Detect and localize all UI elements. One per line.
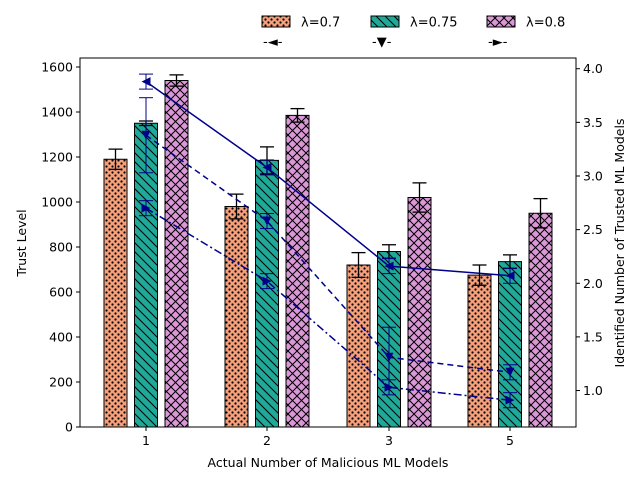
series-line bbox=[145, 207, 511, 401]
y2-tick-label: 1.5 bbox=[583, 329, 603, 344]
line-marker bbox=[262, 162, 272, 172]
line-marker bbox=[141, 77, 151, 87]
legend: λ=0.7 λ=0.75 λ=0.8 -◄- -▼- -►- bbox=[261, 15, 565, 50]
bar-hatch bbox=[255, 159, 279, 428]
y2-tick-label: 3.0 bbox=[583, 168, 603, 183]
legend-swatch-hatch bbox=[261, 15, 291, 28]
x-tick-label: 3 bbox=[385, 433, 393, 448]
legend-label: λ=0.75 bbox=[410, 16, 458, 31]
y-tick-label: 1400 bbox=[41, 105, 73, 120]
line-marker bbox=[141, 130, 151, 140]
line-marker bbox=[384, 261, 394, 271]
y-tick-label: 1000 bbox=[41, 195, 73, 210]
bar-hatch bbox=[407, 197, 432, 428]
y-tick-label: 600 bbox=[49, 285, 73, 300]
y-tick-label: 1600 bbox=[41, 60, 73, 75]
bar-hatch bbox=[467, 274, 492, 428]
y2-tick-label: 4.0 bbox=[583, 61, 603, 76]
line-marker bbox=[141, 203, 151, 213]
y2-tick-label: 2.0 bbox=[583, 276, 603, 291]
bar-hatch bbox=[528, 212, 553, 428]
y-axis-label: Trust Level bbox=[14, 209, 29, 277]
y-tick-label: 1200 bbox=[41, 150, 73, 165]
legend-label: λ=0.8 bbox=[526, 16, 565, 31]
plot-frame bbox=[79, 57, 577, 428]
legend-label: λ=0.7 bbox=[301, 16, 340, 31]
bar-hatch bbox=[224, 206, 249, 428]
line-marker bbox=[505, 367, 515, 377]
bar-hatch bbox=[346, 264, 371, 428]
bar-hatch bbox=[103, 158, 128, 428]
line-marker bbox=[505, 271, 515, 281]
legend-line-label: -▼- bbox=[372, 35, 392, 50]
legend-swatch-hatch bbox=[486, 15, 516, 28]
line-marker bbox=[384, 352, 394, 362]
series-line bbox=[145, 80, 511, 277]
y2-tick-label: 3.5 bbox=[583, 115, 603, 130]
line-marker bbox=[262, 276, 272, 286]
series-line bbox=[145, 134, 511, 374]
x-tick-label: 2 bbox=[263, 433, 271, 448]
legend-line-label: -◄- bbox=[263, 35, 283, 50]
legend-line-label: -►- bbox=[488, 35, 508, 50]
y2-tick-label: 2.5 bbox=[583, 222, 603, 237]
y-tick-label: 200 bbox=[49, 375, 73, 390]
y2-axis-label: Identified Number of Trusted ML Models bbox=[612, 119, 627, 368]
x-axis-label: Actual Number of Malicious ML Models bbox=[208, 455, 449, 470]
legend-swatch-hatch bbox=[370, 15, 400, 28]
y2-tick-label: 1.0 bbox=[583, 383, 603, 398]
x-tick-label: 5 bbox=[506, 433, 514, 448]
x-tick-label: 1 bbox=[142, 433, 150, 448]
line-marker bbox=[384, 382, 394, 392]
bar-hatch bbox=[285, 114, 310, 428]
bar-hatch bbox=[164, 80, 189, 428]
y-tick-label: 400 bbox=[49, 330, 73, 345]
plot-area: 0 200 400 600 800 1000 1200 1400 1600 1.0 1.5 2.0 2.… bbox=[41, 57, 603, 448]
y-tick-label: 0 bbox=[65, 420, 73, 435]
line-marker bbox=[262, 216, 272, 226]
y-tick-label: 800 bbox=[49, 240, 73, 255]
line-marker bbox=[505, 395, 515, 405]
